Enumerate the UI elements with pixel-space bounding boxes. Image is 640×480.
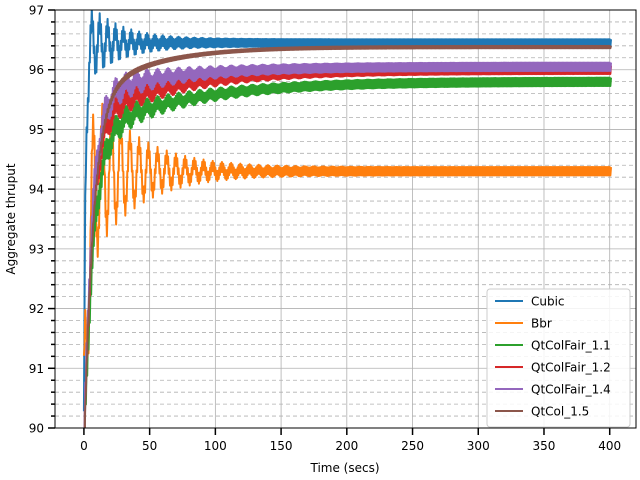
legend-label: Cubic	[531, 295, 565, 309]
legend-label: Bbr	[531, 317, 552, 331]
x-tick-label: 0	[80, 439, 88, 453]
y-tick-label: 90	[29, 422, 44, 436]
series-line	[82, 102, 613, 361]
y-tick-label: 97	[29, 4, 44, 18]
x-tick-label: 50	[142, 439, 157, 453]
y-axis-label: Aggregate thruput	[4, 163, 18, 274]
series-line	[83, 44, 612, 428]
x-axis-label: Time (secs)	[309, 461, 379, 475]
y-tick-label: 93	[29, 242, 44, 256]
series-line	[83, 76, 613, 428]
x-tick-label: 200	[335, 439, 358, 453]
x-tick-label: 100	[204, 439, 227, 453]
x-tick-label: 400	[598, 439, 621, 453]
y-tick-label: 95	[29, 123, 44, 137]
y-tick-label: 96	[29, 63, 44, 77]
x-tick-label: 300	[467, 439, 490, 453]
legend-label: QtColFair_1.2	[531, 361, 611, 375]
series-lines	[82, 10, 613, 428]
y-tick-label: 91	[29, 362, 44, 376]
legend-label: QtCol_1.5	[531, 405, 589, 419]
plot-frame	[54, 9, 637, 429]
legend-label: QtColFair_1.1	[531, 339, 611, 353]
x-tick-label: 150	[270, 439, 293, 453]
y-tick-label: 92	[29, 302, 44, 316]
y-tick-label: 94	[29, 183, 44, 197]
legend-label: QtColFair_1.4	[531, 383, 611, 397]
axis-ticks: 90 91 92 93 94 95 96 97 0 50 100 150 200 250 300 350 400	[29, 4, 621, 454]
legend: Cubic Bbr QtColFair_1.1 QtColFair_1.2 QtColF…	[486, 288, 631, 428]
x-tick-label: 250	[401, 439, 424, 453]
series-line	[83, 61, 613, 428]
x-tick-label: 350	[533, 439, 556, 453]
